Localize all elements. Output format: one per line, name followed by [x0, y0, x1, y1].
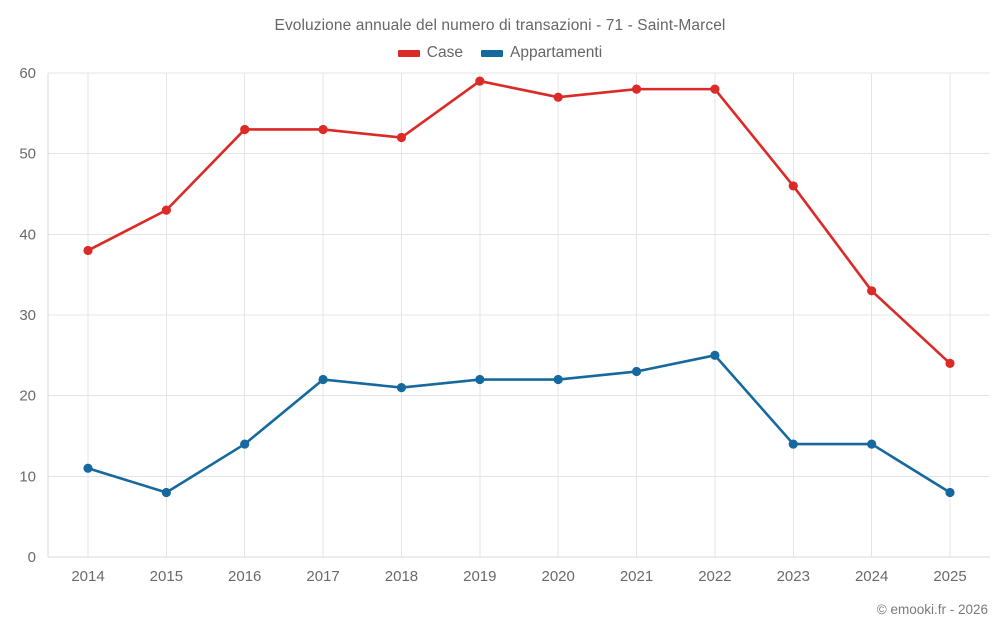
- data-point[interactable]: [475, 76, 485, 86]
- x-axis-tick-label: 2018: [385, 568, 418, 585]
- chart-title: Evoluzione annuale del numero di transaz…: [274, 17, 726, 34]
- y-axis-tick-label: 0: [28, 549, 36, 566]
- x-axis-tick-label: 2016: [228, 568, 261, 585]
- legend-label-appartamenti: Appartamenti: [509, 44, 603, 61]
- legend-item-case[interactable]: Case: [397, 44, 463, 62]
- y-axis-tick-label: 10: [19, 468, 36, 485]
- chart-legend: Case Appartamenti: [0, 44, 1000, 62]
- data-point[interactable]: [631, 366, 642, 377]
- y-axis-tick-label: 60: [19, 65, 36, 82]
- legend-swatch-case: [397, 49, 420, 57]
- x-axis-tick-label: 2019: [463, 568, 496, 585]
- x-axis-tick-label: 2022: [698, 568, 731, 585]
- x-axis-tick-label: 2025: [933, 568, 966, 585]
- data-point[interactable]: [240, 124, 250, 135]
- x-axis-tick-label: 2020: [541, 568, 574, 585]
- data-point[interactable]: [240, 439, 250, 449]
- legend-swatch-appartamenti: [480, 49, 503, 57]
- y-axis-tick-label: 20: [19, 388, 36, 405]
- series-line-appartamenti: [86, 354, 952, 494]
- x-axis-tick-label: 2023: [777, 568, 810, 585]
- data-point[interactable]: [396, 132, 407, 143]
- data-point[interactable]: [867, 286, 877, 296]
- legend-item-appartamenti[interactable]: Appartamenti: [480, 44, 603, 62]
- legend-label-case: Case: [426, 44, 463, 61]
- y-axis-tick-label: 40: [19, 226, 36, 243]
- data-point[interactable]: [788, 439, 798, 449]
- x-axis-tick-label: 2021: [620, 568, 653, 585]
- data-point[interactable]: [396, 383, 407, 393]
- data-point[interactable]: [788, 181, 798, 191]
- series-case: [83, 76, 955, 368]
- data-point[interactable]: [710, 84, 720, 94]
- data-point[interactable]: [161, 205, 171, 215]
- series-appartamenti: [83, 350, 955, 498]
- data-point[interactable]: [318, 374, 328, 385]
- x-axis-tick-label: 2014: [71, 568, 104, 585]
- data-point[interactable]: [83, 245, 93, 256]
- copyright-credit: © emooki.fr - 2026: [876, 602, 988, 617]
- y-axis-tick-label: 30: [19, 307, 36, 324]
- data-point[interactable]: [867, 439, 877, 449]
- x-axis-tick-label: 2015: [150, 568, 183, 585]
- y-axis-tick-label: 50: [19, 146, 36, 163]
- data-point[interactable]: [553, 374, 563, 385]
- data-point[interactable]: [945, 487, 955, 498]
- data-point[interactable]: [161, 487, 171, 498]
- data-point[interactable]: [475, 374, 485, 385]
- data-point[interactable]: [710, 350, 720, 360]
- x-axis-tick-label: 2024: [855, 568, 888, 585]
- data-point[interactable]: [83, 463, 93, 473]
- data-point[interactable]: [553, 92, 563, 102]
- data-point[interactable]: [945, 358, 955, 368]
- x-axis-tick-label: 2017: [306, 568, 339, 585]
- series-line-case: [86, 79, 952, 365]
- data-point[interactable]: [631, 84, 642, 94]
- data-point[interactable]: [318, 124, 328, 135]
